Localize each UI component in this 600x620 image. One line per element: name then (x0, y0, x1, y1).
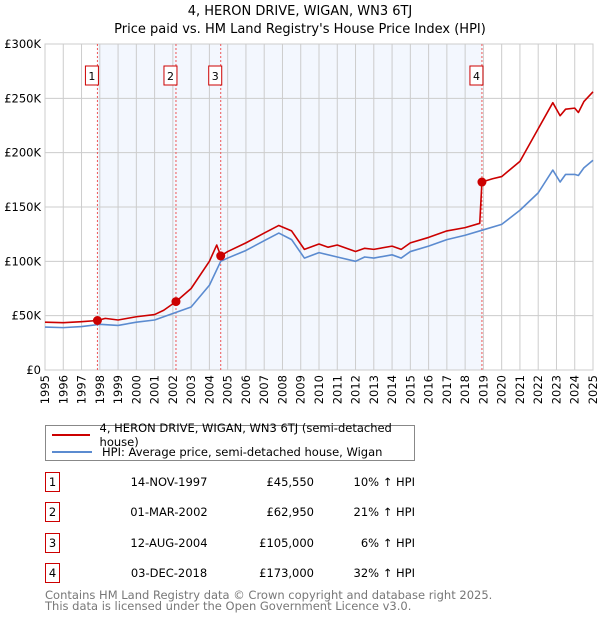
y-tick-label: £300K (4, 37, 41, 51)
legend-item-property: 4, HERON DRIVE, WIGAN, WN3 6TJ (semi-det… (52, 421, 414, 449)
x-tick-label: 2005 (221, 375, 235, 404)
footer-licence: This data is licensed under the Open Gov… (45, 599, 412, 613)
sale-hpi-change: 21% ↑ HPI (353, 505, 415, 520)
x-tick-label: 1996 (56, 375, 70, 404)
sale-marker-box (163, 65, 178, 86)
price-chart: 1995 1996 1997 1998 1999 2000 2001 2002 2003 2004… (4, 37, 600, 404)
sale-hpi-change: 32% ↑ HPI (353, 565, 415, 580)
y-tick-label: £150K (4, 200, 41, 214)
sale-marker-label: 1 (88, 70, 95, 83)
x-tick-label: 2024 (568, 375, 582, 404)
x-tick-label: 1995 (38, 375, 52, 404)
x-tick-label: 2000 (129, 375, 143, 404)
plot-border (44, 43, 594, 371)
x-tick-label: 2003 (184, 375, 198, 404)
legend: 4, HERON DRIVE, WIGAN, WN3 6TJ (semi-det… (45, 421, 415, 461)
sale-row: 4 03-DEC-2018 £173,000 32% ↑ HPI (45, 562, 445, 583)
y-tick-label: £0 (26, 363, 41, 377)
y-tick-label: £200K (4, 146, 41, 160)
sale-row: 2 01-MAR-2002 £62,950 21% ↑ HPI (45, 502, 445, 523)
x-tick-label: 2016 (422, 375, 436, 404)
x-tick-label: 2019 (476, 375, 490, 404)
sale-price: £105,000 (259, 535, 314, 550)
chart-subtitle: Price paid vs. HM Land Registry's House … (114, 22, 486, 37)
x-tick-label: 2008 (275, 375, 289, 404)
sale-point (92, 316, 102, 326)
sale-marker-box (469, 65, 484, 86)
sale-row: 1 14-NOV-1997 £45,550 10% ↑ HPI (45, 472, 445, 492)
sale-hpi-change: 6% ↑ HPI (360, 535, 415, 550)
sale-marker-box (84, 65, 99, 86)
y-tick-label: £100K (4, 254, 41, 268)
legend-item-hpi: HPI: Average price, semi-detached house,… (52, 444, 382, 460)
sale-date: 12-AUG-2004 (130, 535, 208, 550)
legend-swatch-red (52, 434, 90, 436)
x-tick-label: 2012 (349, 375, 363, 404)
x-tick-label: 2007 (257, 375, 271, 404)
sale-price: £173,000 (259, 565, 314, 580)
x-tick-label: 1997 (75, 375, 89, 404)
x-tick-label: 2001 (148, 375, 162, 404)
x-tick-label: 2018 (458, 375, 472, 404)
sale-number-box: 4 (45, 562, 60, 583)
chart-title: 4, HERON DRIVE, WIGAN, WN3 6TJ (187, 4, 413, 19)
sale-price: £62,950 (266, 505, 314, 520)
property-price-line (44, 91, 594, 324)
sale-hpi-change: 10% ↑ HPI (353, 475, 415, 489)
sale-point (171, 297, 181, 307)
sale-number-box: 3 (45, 532, 60, 553)
x-tick-label: 2013 (367, 375, 381, 404)
footer-copyright: Contains HM Land Registry data © Crown c… (45, 588, 493, 602)
x-tick-label: 2002 (166, 375, 180, 404)
sale-date: 03-DEC-2018 (130, 565, 208, 580)
sale-price: £45,550 (266, 475, 314, 489)
x-tick-label: 2004 (202, 375, 216, 404)
sale-number-box: 1 (45, 472, 60, 492)
sale-marker-label: 3 (212, 70, 219, 83)
x-tick-label: 1999 (111, 375, 125, 404)
x-tick-label: 2015 (403, 375, 417, 404)
sale-marker-label: 4 (473, 70, 480, 83)
y-tick-label: £250K (4, 91, 41, 105)
sale-point (216, 251, 226, 261)
legend-label: 4, HERON DRIVE, WIGAN, WN3 6TJ (semi-det… (99, 421, 392, 449)
x-tick-label: 2009 (294, 375, 308, 404)
x-tick-label: 2021 (513, 375, 527, 404)
y-tick-label: £50K (12, 309, 42, 323)
x-tick-label: 2014 (385, 375, 399, 404)
sale-point (477, 177, 487, 187)
x-tick-label: 2011 (330, 375, 344, 404)
x-tick-label: 2006 (239, 375, 253, 404)
x-tick-label: 2022 (531, 375, 545, 404)
x-tick-label: 2010 (312, 375, 326, 404)
sale-number-box: 2 (45, 502, 60, 523)
x-tick-label: 2017 (440, 375, 454, 404)
sale-marker-box (208, 65, 223, 86)
sale-date: 01-MAR-2002 (130, 505, 208, 520)
hpi-line (44, 159, 594, 329)
legend-label: HPI: Average price, semi-detached house,… (102, 445, 383, 459)
x-tick-label: 2020 (495, 375, 509, 404)
sale-marker-label: 2 (167, 70, 174, 83)
sale-date: 14-NOV-1997 (130, 475, 208, 489)
x-tick-label: 2023 (549, 375, 563, 404)
legend-swatch-blue (52, 451, 92, 453)
x-tick-label: 1998 (93, 375, 107, 404)
x-tick-label: 2025 (586, 375, 600, 404)
sale-row: 3 12-AUG-2004 £105,000 6% ↑ HPI (45, 532, 445, 553)
